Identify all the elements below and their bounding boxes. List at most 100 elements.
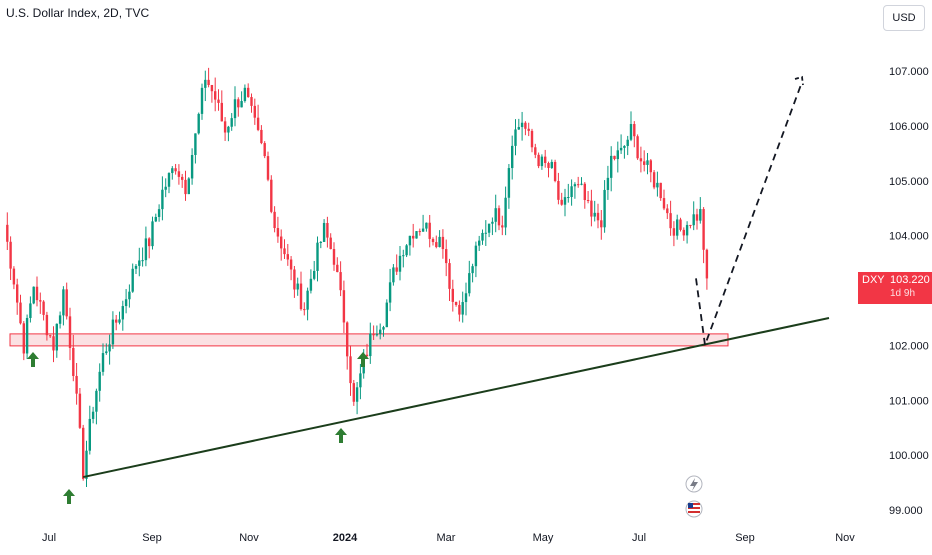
candle-body	[105, 351, 108, 354]
price-label-ticker: DXY	[862, 274, 885, 286]
candle-body	[72, 347, 75, 376]
candle-body	[392, 267, 395, 283]
projection-arrowhead	[794, 75, 804, 86]
candle-body	[596, 212, 600, 221]
candle-body	[573, 184, 577, 187]
x-tick-label: Jul	[42, 532, 56, 544]
candle-body	[481, 232, 484, 241]
currency-button[interactable]: USD	[883, 5, 925, 31]
us-flag-icon[interactable]	[685, 500, 703, 518]
candle-body	[286, 254, 289, 260]
y-tick-label: 107.000	[889, 66, 929, 78]
candle-body	[583, 183, 586, 201]
x-tick-label: Nov	[239, 532, 259, 544]
candle-body	[52, 336, 55, 351]
projection-path[interactable]	[695, 81, 803, 346]
candle-body	[593, 212, 596, 217]
candle-body	[511, 145, 514, 169]
x-axis[interactable]: Jul Sep Nov 2024 Mar May Jul Sep Nov	[42, 532, 855, 544]
candle-body	[200, 87, 204, 114]
candle-body	[458, 304, 461, 315]
candle-body	[65, 289, 68, 317]
candle-body	[187, 178, 190, 195]
candle-body	[151, 221, 154, 247]
candle-body	[636, 136, 639, 159]
candle-body	[652, 172, 656, 188]
candle-body	[590, 200, 593, 217]
candle-body	[461, 302, 464, 315]
candle-body	[534, 147, 537, 155]
candle-body	[177, 171, 181, 177]
candle-body	[326, 222, 329, 238]
candle-body	[237, 99, 240, 108]
candle-body	[408, 235, 412, 246]
candle-body	[157, 209, 161, 217]
candle-body	[676, 219, 679, 236]
candle-body	[29, 303, 32, 318]
candle-body	[82, 427, 85, 479]
candle-body	[121, 306, 124, 320]
candle-body	[685, 224, 689, 236]
candle-body	[415, 231, 418, 239]
candle-body	[280, 236, 283, 249]
candle-body	[276, 228, 280, 237]
candle-body	[610, 155, 613, 178]
candle-body	[540, 156, 544, 167]
candle-body	[669, 213, 672, 229]
candle-body	[359, 373, 362, 388]
candle-body	[405, 245, 408, 256]
candle-body	[309, 278, 313, 291]
candle-body	[702, 209, 705, 250]
candle-body	[253, 105, 256, 118]
candle-body	[108, 344, 111, 352]
candle-body	[25, 317, 29, 354]
bottom-icons	[685, 475, 703, 518]
candle-body	[365, 354, 369, 357]
candle-body	[600, 220, 603, 228]
x-tick-label: 2024	[333, 532, 358, 544]
candle-body	[527, 128, 530, 131]
candle-body	[75, 375, 78, 394]
candle-body	[210, 84, 214, 92]
last-price-label: DXY 103.220 1d 9h	[858, 272, 932, 304]
candle-body	[692, 214, 695, 226]
candle-body	[233, 99, 237, 119]
candle-body	[342, 290, 346, 323]
candle-body	[141, 260, 144, 262]
candle-body	[154, 216, 157, 222]
candle-body	[339, 272, 342, 291]
candle-body	[639, 158, 643, 162]
candle-body	[395, 267, 398, 272]
x-tick-label: May	[533, 532, 554, 544]
candle-body	[418, 231, 421, 233]
candle-body	[567, 197, 570, 199]
candle-body	[319, 241, 322, 243]
candle-body	[586, 200, 590, 202]
candle-body	[144, 238, 148, 261]
candle-body	[336, 264, 339, 273]
candle-body	[514, 129, 517, 146]
candle-body	[643, 161, 646, 165]
candle-body	[101, 353, 105, 372]
candle-body	[32, 286, 35, 304]
candle-body	[306, 290, 309, 310]
candle-body	[95, 390, 98, 412]
candle-body	[491, 221, 494, 224]
up-arrow-marker	[335, 428, 347, 443]
candle-body	[656, 182, 659, 188]
candle-body	[421, 228, 425, 232]
candle-body	[260, 129, 263, 144]
candle-body	[580, 183, 583, 185]
candle-body	[88, 418, 91, 451]
y-tick-label: 104.000	[889, 231, 929, 243]
candle-body	[78, 393, 82, 428]
candle-body	[12, 268, 16, 285]
candle-body	[214, 91, 217, 100]
lightning-icon[interactable]	[685, 475, 703, 493]
candle-body	[494, 208, 497, 222]
candle-body	[256, 117, 260, 130]
candle-body	[250, 97, 253, 106]
x-tick-label: Nov	[835, 532, 855, 544]
